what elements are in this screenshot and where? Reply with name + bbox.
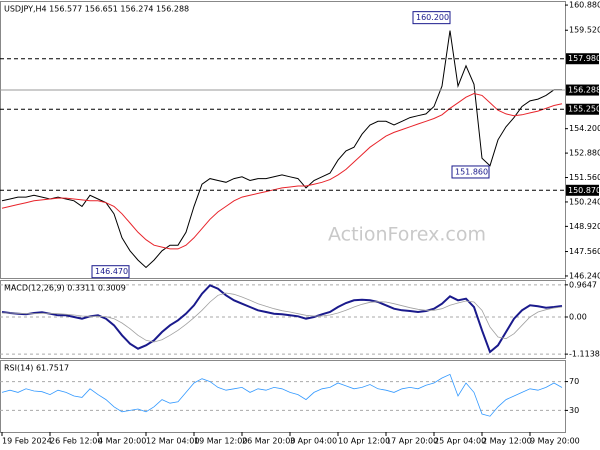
annotation-label: 146.470	[95, 267, 128, 276]
y-tick-label: 70	[569, 377, 579, 386]
level-label: 157.980	[568, 54, 600, 63]
x-tick-label: 12 Mar 04:00	[146, 437, 199, 446]
last-price-box	[566, 84, 599, 96]
y-tick-label: 159.520	[569, 26, 600, 35]
level-label: 150.870	[568, 186, 600, 195]
series-line	[1, 92, 563, 250]
last-price-label: 156.288	[568, 86, 600, 95]
panel-title: MACD(12,26,9) 0.3311 0.3009	[4, 284, 126, 293]
y-tick-label: 152.880	[569, 149, 600, 158]
level-label: 155.250	[568, 105, 600, 114]
panel-frame	[0, 280, 566, 359]
x-tick-label: 17 Apr 20:00	[386, 437, 438, 446]
level-box	[566, 53, 599, 65]
series-line	[2, 292, 563, 343]
watermark: ActionForex.com	[328, 224, 486, 246]
y-tick-label: 148.920	[569, 222, 600, 231]
annotation-box	[91, 265, 130, 279]
x-tick-label: 4 Mar 20:00	[98, 437, 146, 446]
y-tick-label: 154.200	[569, 124, 600, 133]
annotation-label: 151.860	[455, 167, 488, 176]
annotation-label: 160.200	[416, 13, 449, 22]
y-tick-label: -1.1138	[569, 350, 600, 359]
x-tick-label: 3 Apr 04:00	[290, 437, 337, 446]
y-tick-label: 147.560	[569, 247, 600, 256]
series-line	[1, 30, 562, 269]
series-line	[1, 284, 563, 354]
level-box	[566, 184, 599, 196]
x-tick-label: 26 Feb 12:00	[50, 437, 102, 446]
level-box	[566, 103, 599, 115]
y-tick-label: 146.240	[569, 271, 600, 280]
y-tick-label: 30	[569, 406, 579, 415]
x-tick-label: 9 May 20:00	[530, 437, 580, 446]
x-tick-label: 10 Apr 12:00	[338, 437, 390, 446]
panel-frame	[0, 360, 566, 433]
x-tick-label: 25 Apr 04:00	[434, 437, 486, 446]
y-tick-label: 151.560	[569, 173, 600, 182]
annotation-box	[451, 165, 490, 179]
panel-title: RSI(14) 61.7517	[4, 364, 69, 373]
annotation-box	[412, 11, 451, 25]
y-tick-label: 0.9647	[569, 280, 597, 289]
y-tick-label: 160.880	[569, 1, 600, 10]
x-tick-label: 19 Feb 2024	[2, 437, 52, 446]
x-tick-label: 19 Mar 12:00	[194, 437, 247, 446]
panel-title: USDJPY,H4 156.577 156.651 156.274 156.28…	[4, 5, 189, 14]
y-tick-label: 0.00	[569, 313, 587, 322]
panel-frame	[0, 1, 566, 279]
x-tick-label: 2 May 12:00	[482, 437, 532, 446]
x-tick-label: 26 Mar 20:00	[242, 437, 295, 446]
y-tick-label: 150.240	[569, 197, 600, 206]
series-line	[1, 373, 563, 417]
